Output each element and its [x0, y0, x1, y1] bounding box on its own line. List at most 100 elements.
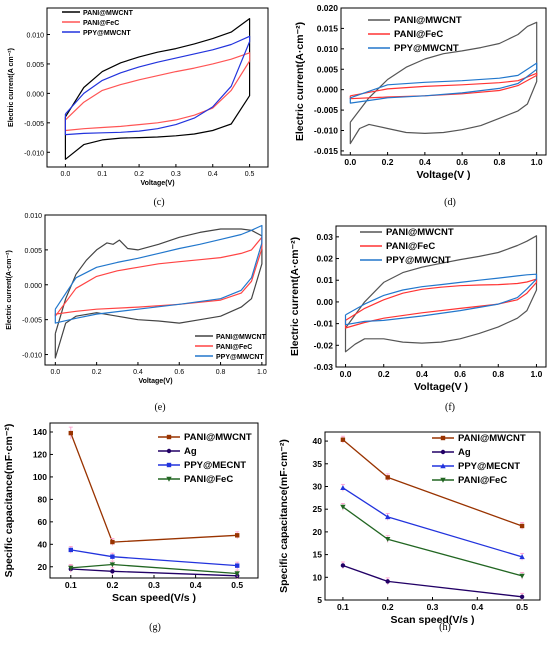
- y-axis-label: Electric current(A·cm⁻²): [294, 22, 306, 141]
- series-line-pani-mwcnt: [64, 18, 251, 160]
- legend-label: PPY@MECNT: [458, 461, 520, 472]
- chart-panel-e: 0.0 0.2 0.4 0.6 0.8 1.0 -0.010 -0.005 0.000 0.005…: [6, 213, 267, 413]
- series-line-ag: [342, 564, 523, 598]
- legend-marker: [440, 449, 446, 455]
- x-axis-label: Scan speed(V/s ): [112, 592, 196, 604]
- x-tick-label: 0.6: [174, 369, 184, 376]
- y-tick-label: 0.015: [317, 23, 339, 33]
- x-axis-label: Voltage(V): [140, 180, 174, 187]
- chart-panel-d: 0.0 0.2 0.4 0.6 0.8 1.0 -0.015 -0.010 -0.005 0.00…: [294, 3, 547, 208]
- y-axis-label: Electric current(A cm⁻²): [8, 48, 15, 127]
- x-tick-label: 1.0: [531, 157, 543, 167]
- series-line-pani-mwcnt: [70, 432, 238, 543]
- legend-marker: [440, 463, 446, 469]
- legend-label: PANI@FeC: [184, 474, 233, 485]
- y-tick-label: -0.010: [22, 353, 42, 360]
- legend-label: PANI@MWCNT: [458, 433, 526, 444]
- y-tick-label: 0.005: [26, 62, 44, 69]
- plot-frame: [335, 225, 547, 368]
- y-tick-label: -0.010: [24, 150, 44, 157]
- x-tick-label: 0.8: [216, 369, 226, 376]
- y-tick-label: 40: [313, 436, 323, 446]
- data-point: [68, 565, 74, 571]
- series-line-ag: [70, 568, 238, 577]
- chart-panel-g: 0.1 0.2 0.3 0.4 0.5 20 40 60 80 100 120 140 Scan spe…: [3, 422, 259, 633]
- data-point: [68, 547, 73, 553]
- panel-caption: (h): [439, 622, 451, 633]
- legend-label: PANI@MWCNT: [216, 334, 267, 341]
- y-tick-label: 15: [313, 550, 323, 560]
- x-tick-label: 0.2: [382, 602, 394, 612]
- y-axis-label: Specific capacitance(mF·cm⁻²): [278, 439, 290, 593]
- y-tick-label: 0.005: [317, 64, 339, 74]
- x-tick-label: 0.4: [190, 580, 202, 590]
- legend-label: PANI@FeC: [458, 475, 507, 486]
- series-line-pani-fec: [342, 506, 523, 577]
- data-point: [109, 562, 116, 568]
- series-line-ppy-mecnt: [70, 549, 238, 567]
- legend-label: PPY@MWCNT: [386, 255, 451, 266]
- x-tick-label: 0.0: [344, 157, 356, 167]
- series-line-ppy-mwcnt: [349, 62, 538, 104]
- panel-caption: (c): [153, 197, 164, 208]
- legend-label: PPY@MWCNT: [394, 43, 459, 54]
- x-tick-label: 0.2: [106, 580, 118, 590]
- y-tick-label: 0.010: [317, 44, 339, 54]
- y-tick-label: 0.020: [317, 3, 339, 13]
- x-axis-label: Voltage(V): [138, 378, 172, 385]
- x-tick-label: 0.0: [61, 171, 71, 178]
- legend-label: PANI@MWCNT: [394, 15, 462, 26]
- legend-marker: [166, 448, 172, 454]
- series-line-pani-fec: [54, 236, 263, 317]
- plot-frame: [340, 7, 547, 156]
- y-tick-label: 20: [38, 562, 48, 572]
- y-tick-label: 100: [33, 472, 47, 482]
- y-tick-label: 0.000: [26, 91, 44, 98]
- data-point: [110, 539, 115, 545]
- legend-label: Ag: [458, 447, 471, 458]
- y-axis-label: Electric current(A·cm⁻²): [6, 250, 13, 330]
- data-point: [519, 594, 525, 600]
- x-tick-label: 0.2: [92, 369, 102, 376]
- y-tick-label: 30: [313, 481, 323, 491]
- data-point: [110, 569, 115, 574]
- x-axis-label: Voltage(V ): [416, 169, 470, 181]
- y-tick-label: 60: [38, 517, 48, 527]
- y-tick-label: -0.005: [22, 318, 42, 325]
- x-tick-label: 0.1: [337, 602, 349, 612]
- x-tick-label: 0.4: [471, 602, 483, 612]
- x-tick-label: 0.5: [245, 171, 255, 178]
- legend-label: PPY@MWCNT: [83, 30, 131, 37]
- data-point: [68, 430, 73, 436]
- x-tick-label: 0.0: [340, 369, 352, 379]
- y-tick-label: 0.00: [316, 297, 333, 307]
- legend-marker: [440, 477, 446, 483]
- panel-caption: (g): [149, 622, 161, 633]
- y-tick-label: 0.01: [316, 275, 333, 285]
- panel-caption: (d): [444, 197, 456, 208]
- y-tick-label: -0.015: [314, 146, 338, 156]
- data-point: [519, 554, 525, 560]
- x-tick-label: 1.0: [257, 369, 267, 376]
- data-point: [340, 437, 346, 442]
- series-line-ppy-mwcnt: [54, 224, 263, 324]
- x-tick-label: 0.8: [493, 157, 505, 167]
- x-tick-label: 0.4: [419, 157, 431, 167]
- legend-marker: [166, 434, 172, 440]
- panel-caption: (f): [445, 402, 455, 413]
- y-tick-label: -0.010: [314, 126, 338, 136]
- legend-label: PANI@FeC: [394, 29, 443, 40]
- chart-panel-h: 0.1 0.2 0.3 0.4 0.5 5 10 15 20 25 30 35 40 Scan speed…: [278, 431, 541, 633]
- plot-frame: [49, 422, 259, 579]
- legend-label: PANI@FeC: [83, 20, 119, 27]
- x-tick-label: 0.1: [97, 171, 107, 178]
- y-tick-label: -0.005: [24, 121, 44, 128]
- plot-frame: [324, 431, 541, 601]
- y-axis-label: Specific capacitance(mF·cm⁻²): [3, 424, 15, 578]
- series-line-ppy-mwcnt: [344, 273, 538, 326]
- series-line-pani-fec: [344, 278, 538, 329]
- data-point: [519, 523, 525, 529]
- legend-label: PANI@FeC: [386, 241, 435, 252]
- data-point: [340, 504, 346, 510]
- x-tick-label: 1.0: [531, 369, 543, 379]
